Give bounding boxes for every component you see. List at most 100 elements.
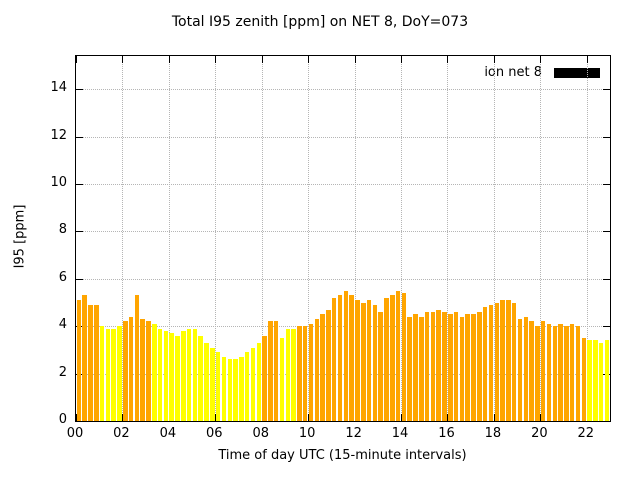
x-tick-mark xyxy=(586,56,588,63)
gridline-horizontal xyxy=(76,278,610,280)
bar xyxy=(535,326,540,421)
bar xyxy=(337,295,343,421)
gridline-vertical xyxy=(586,56,588,421)
bar xyxy=(94,304,99,421)
gridline-horizontal xyxy=(76,183,610,185)
bar xyxy=(256,342,262,421)
bar xyxy=(297,326,302,421)
bar xyxy=(163,330,169,421)
x-tick-mark xyxy=(308,56,310,63)
x-tick-label: 02 xyxy=(113,426,130,441)
bar xyxy=(349,295,354,421)
y-tick-label: 0 xyxy=(58,412,67,427)
bar xyxy=(604,340,610,421)
y-tick-mark xyxy=(76,231,83,233)
bar xyxy=(523,316,529,421)
y-tick-label: 14 xyxy=(50,80,67,96)
bar xyxy=(117,326,122,421)
bar xyxy=(204,342,209,421)
bar xyxy=(482,307,488,421)
x-tick-label: 20 xyxy=(531,426,548,441)
gridline-horizontal xyxy=(76,89,610,91)
bar xyxy=(413,314,418,421)
bar xyxy=(517,319,523,421)
bar xyxy=(111,328,116,421)
bar xyxy=(268,321,273,421)
bar xyxy=(279,338,285,421)
y-tick-mark xyxy=(603,421,610,422)
bar xyxy=(546,323,552,421)
gridline-horizontal xyxy=(76,373,610,375)
y-tick-label: 6 xyxy=(58,269,67,285)
bar xyxy=(250,347,256,421)
x-tick-label: 00 xyxy=(66,426,84,441)
bar xyxy=(82,295,87,421)
gridline-vertical xyxy=(122,56,124,421)
x-tick-label: 16 xyxy=(438,426,455,441)
x-tick-mark xyxy=(401,56,403,63)
y-tick-mark xyxy=(76,89,83,91)
y-tick-label: 2 xyxy=(58,364,67,380)
bar xyxy=(494,302,499,421)
x-tick-mark xyxy=(168,414,170,421)
bar xyxy=(593,340,598,421)
x-tick-label: 22 xyxy=(577,426,595,441)
x-tick-mark xyxy=(215,414,217,421)
x-tick-mark xyxy=(215,56,217,63)
bar xyxy=(453,311,459,421)
x-tick-mark xyxy=(493,414,495,421)
y-tick-label: 8 xyxy=(58,222,67,238)
y-tick-label: 4 xyxy=(58,317,67,333)
bar xyxy=(442,311,447,421)
bar xyxy=(424,311,430,421)
bar xyxy=(390,295,395,421)
x-tick-mark xyxy=(76,56,77,63)
bar xyxy=(99,326,105,421)
x-tick-mark xyxy=(447,414,449,421)
y-axis-label: I95 [ppm] xyxy=(12,204,28,269)
bar xyxy=(540,321,546,421)
bar xyxy=(343,290,349,421)
bar xyxy=(233,359,238,421)
bar xyxy=(152,323,157,421)
bar xyxy=(401,293,407,421)
bar xyxy=(419,316,424,421)
y-tick-mark xyxy=(76,136,83,138)
gridline-horizontal xyxy=(76,326,610,328)
bar xyxy=(552,326,558,421)
x-tick-mark xyxy=(122,56,124,63)
bar xyxy=(587,340,592,421)
bar xyxy=(76,300,82,421)
bar xyxy=(511,302,517,421)
gridline-vertical xyxy=(447,56,449,421)
x-tick-label: 08 xyxy=(252,426,269,441)
bar xyxy=(477,311,482,421)
bar xyxy=(302,326,308,421)
bar xyxy=(169,333,174,421)
x-tick-mark xyxy=(354,56,356,63)
bar xyxy=(366,300,372,421)
bar xyxy=(134,295,140,421)
gridline-horizontal xyxy=(76,231,610,233)
y-tick-mark xyxy=(76,421,83,422)
bar xyxy=(558,323,563,421)
bar xyxy=(430,311,436,421)
x-tick-label: 10 xyxy=(298,426,316,441)
x-tick-label: 14 xyxy=(391,426,409,441)
bar xyxy=(262,335,267,421)
x-tick-mark xyxy=(354,414,356,421)
gridline-vertical xyxy=(215,56,217,421)
bar xyxy=(407,316,412,421)
bar xyxy=(215,352,221,421)
bar xyxy=(291,328,296,421)
y-tick-mark xyxy=(76,278,83,280)
gridline-horizontal xyxy=(76,136,610,138)
x-tick-mark xyxy=(540,56,542,63)
x-tick-mark xyxy=(308,414,310,421)
bar xyxy=(378,311,383,421)
bar xyxy=(331,297,337,421)
bar xyxy=(128,316,134,421)
gridline-vertical xyxy=(168,56,170,421)
x-tick-mark xyxy=(168,56,170,63)
